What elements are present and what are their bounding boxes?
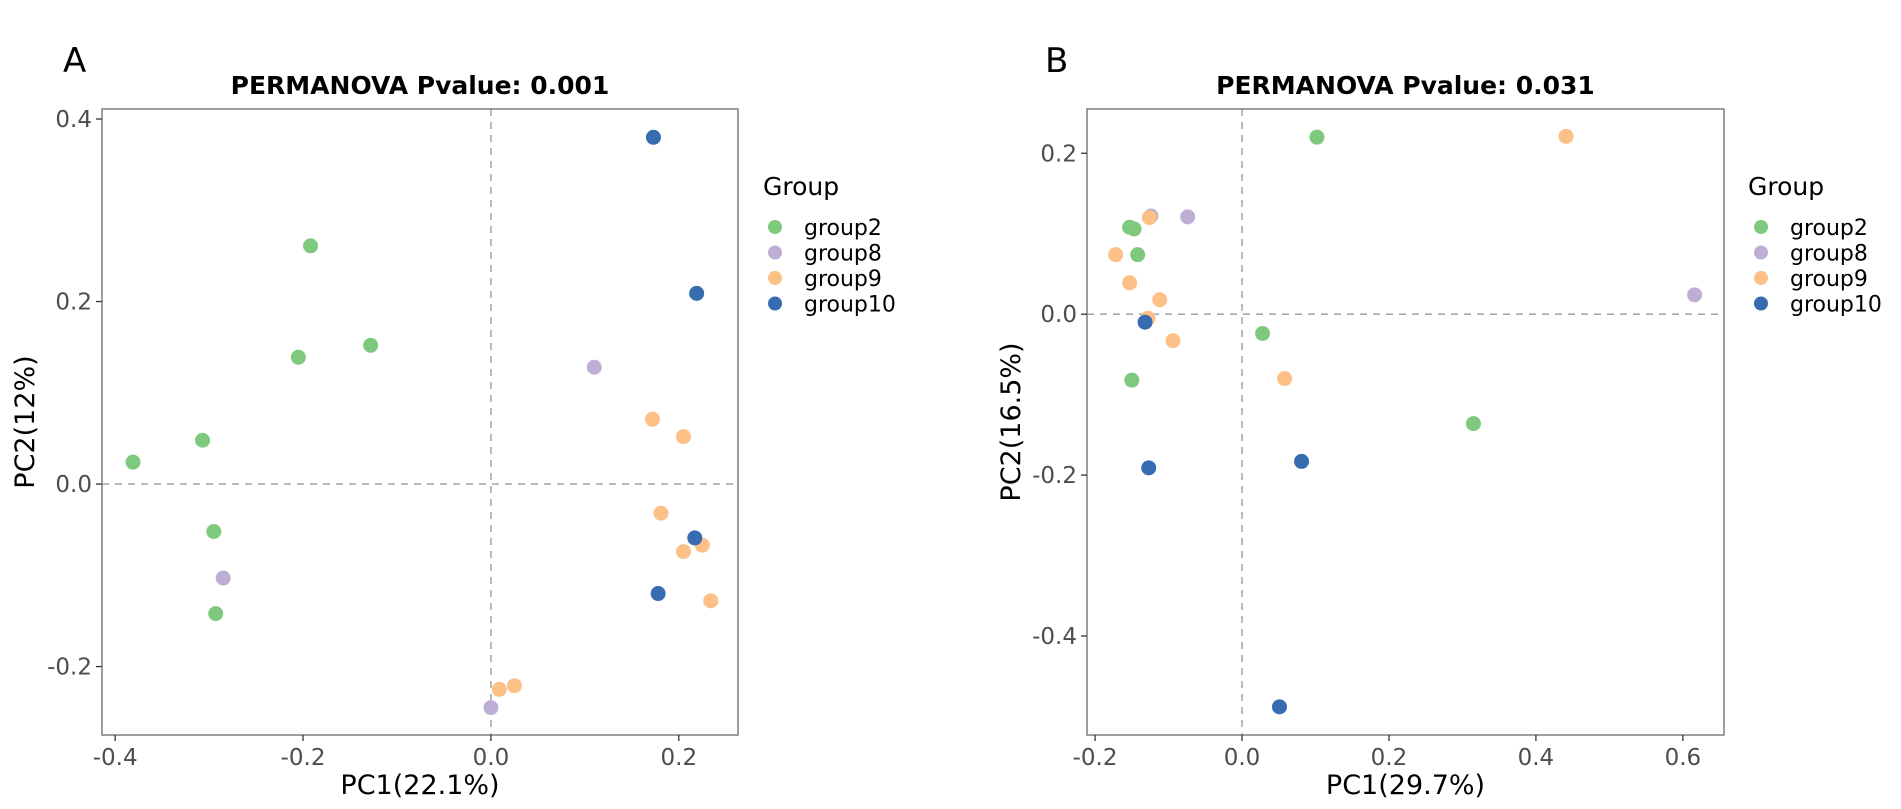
data-point-group10	[1294, 453, 1310, 469]
panel-b: B PERMANOVA Pvalue: 0.031 -0.2 0.0 0.2 0.4 0.6…	[996, 41, 1882, 801]
data-point-group9	[1558, 128, 1574, 144]
data-point-group8	[483, 700, 499, 716]
y-tick-label: 0.0	[1040, 302, 1077, 328]
x-tick-label: -0.2	[281, 745, 326, 771]
x-tick-label: 0.6	[1665, 745, 1702, 771]
data-point-group2	[208, 606, 224, 622]
x-axis-title: PC1(29.7%)	[1326, 770, 1485, 801]
data-point-group2	[206, 524, 222, 540]
legend-marker-group9	[1754, 271, 1768, 285]
x-tick-label: 0.4	[1518, 745, 1555, 771]
data-point-group8	[215, 570, 231, 586]
data-point-group8	[1687, 287, 1703, 303]
data-point-group10	[650, 586, 666, 602]
legend-marker-group9	[768, 271, 782, 285]
data-point-group8	[586, 359, 602, 375]
data-point-group2	[1124, 372, 1140, 388]
data-point-group2	[1309, 129, 1325, 145]
data-point-group9	[506, 678, 522, 694]
legend-label-group8: group8	[1790, 242, 1868, 267]
data-point-group10	[687, 530, 703, 546]
legend-marker-group8	[768, 245, 782, 260]
y-axis-title: PC2(16.5%)	[996, 342, 1027, 501]
y-tick-label: 0.4	[55, 107, 92, 133]
plot-frame	[1086, 108, 1725, 736]
legend-marker-group10	[768, 296, 782, 311]
y-tick-label: -0.2	[1032, 463, 1077, 489]
panel-a: A PERMANOVA Pvalue: 0.001 -0.4 -0.2 0.0 0.2 -0…	[10, 41, 896, 801]
x-axis-title: PC1(22.1%)	[340, 770, 499, 801]
data-point-group9	[491, 681, 507, 697]
data-point-group2	[1465, 416, 1481, 432]
x-tick-label: -0.2	[1073, 745, 1118, 771]
data-point-group2	[303, 238, 319, 254]
data-point-group2	[363, 337, 379, 353]
legend-label-group2: group2	[1790, 216, 1868, 241]
legend-title: Group	[763, 172, 839, 201]
data-point-group9	[653, 505, 669, 521]
legend-label-group9: group9	[804, 267, 882, 292]
legend-label-group10: group10	[804, 293, 896, 318]
data-point-group9	[1122, 275, 1138, 291]
legend-marker-group2	[1754, 220, 1768, 234]
legend-label-group10: group10	[1790, 293, 1882, 318]
y-tick-label: 0.0	[55, 472, 92, 498]
y-tick-label: -0.4	[1032, 624, 1077, 650]
y-axis-title: PC2(12%)	[10, 355, 41, 488]
data-point-group9	[1152, 292, 1168, 308]
data-point-group9	[676, 429, 692, 445]
chart-title: PERMANOVA Pvalue: 0.001	[231, 71, 610, 100]
x-tick-label: 0.2	[661, 745, 698, 771]
data-point-group10	[1271, 699, 1287, 715]
data-point-group9	[1277, 371, 1293, 387]
legend-label-group2: group2	[804, 216, 882, 241]
plot-frame	[101, 108, 739, 736]
y-tick-label: -0.2	[47, 655, 92, 681]
data-point-group10	[1141, 460, 1157, 476]
data-point-group9	[1108, 247, 1124, 263]
data-point-group2	[1130, 247, 1146, 263]
x-tick-label: 0.0	[473, 745, 510, 771]
panel-letter: A	[63, 41, 86, 81]
data-point-group2	[195, 432, 211, 448]
data-point-group10	[689, 285, 705, 301]
chart-title: PERMANOVA Pvalue: 0.031	[1216, 71, 1595, 100]
data-point-group2	[290, 349, 306, 365]
data-point-group10	[645, 129, 661, 145]
legend-label-group9: group9	[1790, 267, 1868, 292]
x-tick-label: -0.4	[93, 745, 138, 771]
data-point-group9	[676, 544, 692, 560]
legend-marker-group10	[1754, 296, 1768, 311]
data-point-group2	[1255, 325, 1271, 341]
panel-letter: B	[1045, 41, 1068, 81]
data-point-group9	[703, 593, 719, 609]
legend-marker-group8	[1754, 245, 1768, 260]
legend-label-group8: group8	[804, 242, 882, 267]
x-tick-label: 0.2	[1371, 745, 1408, 771]
data-point-group10	[1137, 314, 1153, 330]
data-point-group2	[125, 454, 141, 470]
y-tick-label: 0.2	[55, 290, 92, 316]
data-point-group2	[1126, 221, 1142, 237]
data-point-group9	[1141, 210, 1157, 226]
data-point-group8	[1180, 209, 1196, 225]
x-tick-label: 0.0	[1224, 745, 1261, 771]
y-tick-label: 0.2	[1040, 141, 1077, 167]
data-point-group9	[1165, 333, 1181, 349]
data-point-group9	[645, 411, 661, 427]
legend-marker-group2	[768, 220, 782, 234]
legend-title: Group	[1748, 172, 1824, 201]
